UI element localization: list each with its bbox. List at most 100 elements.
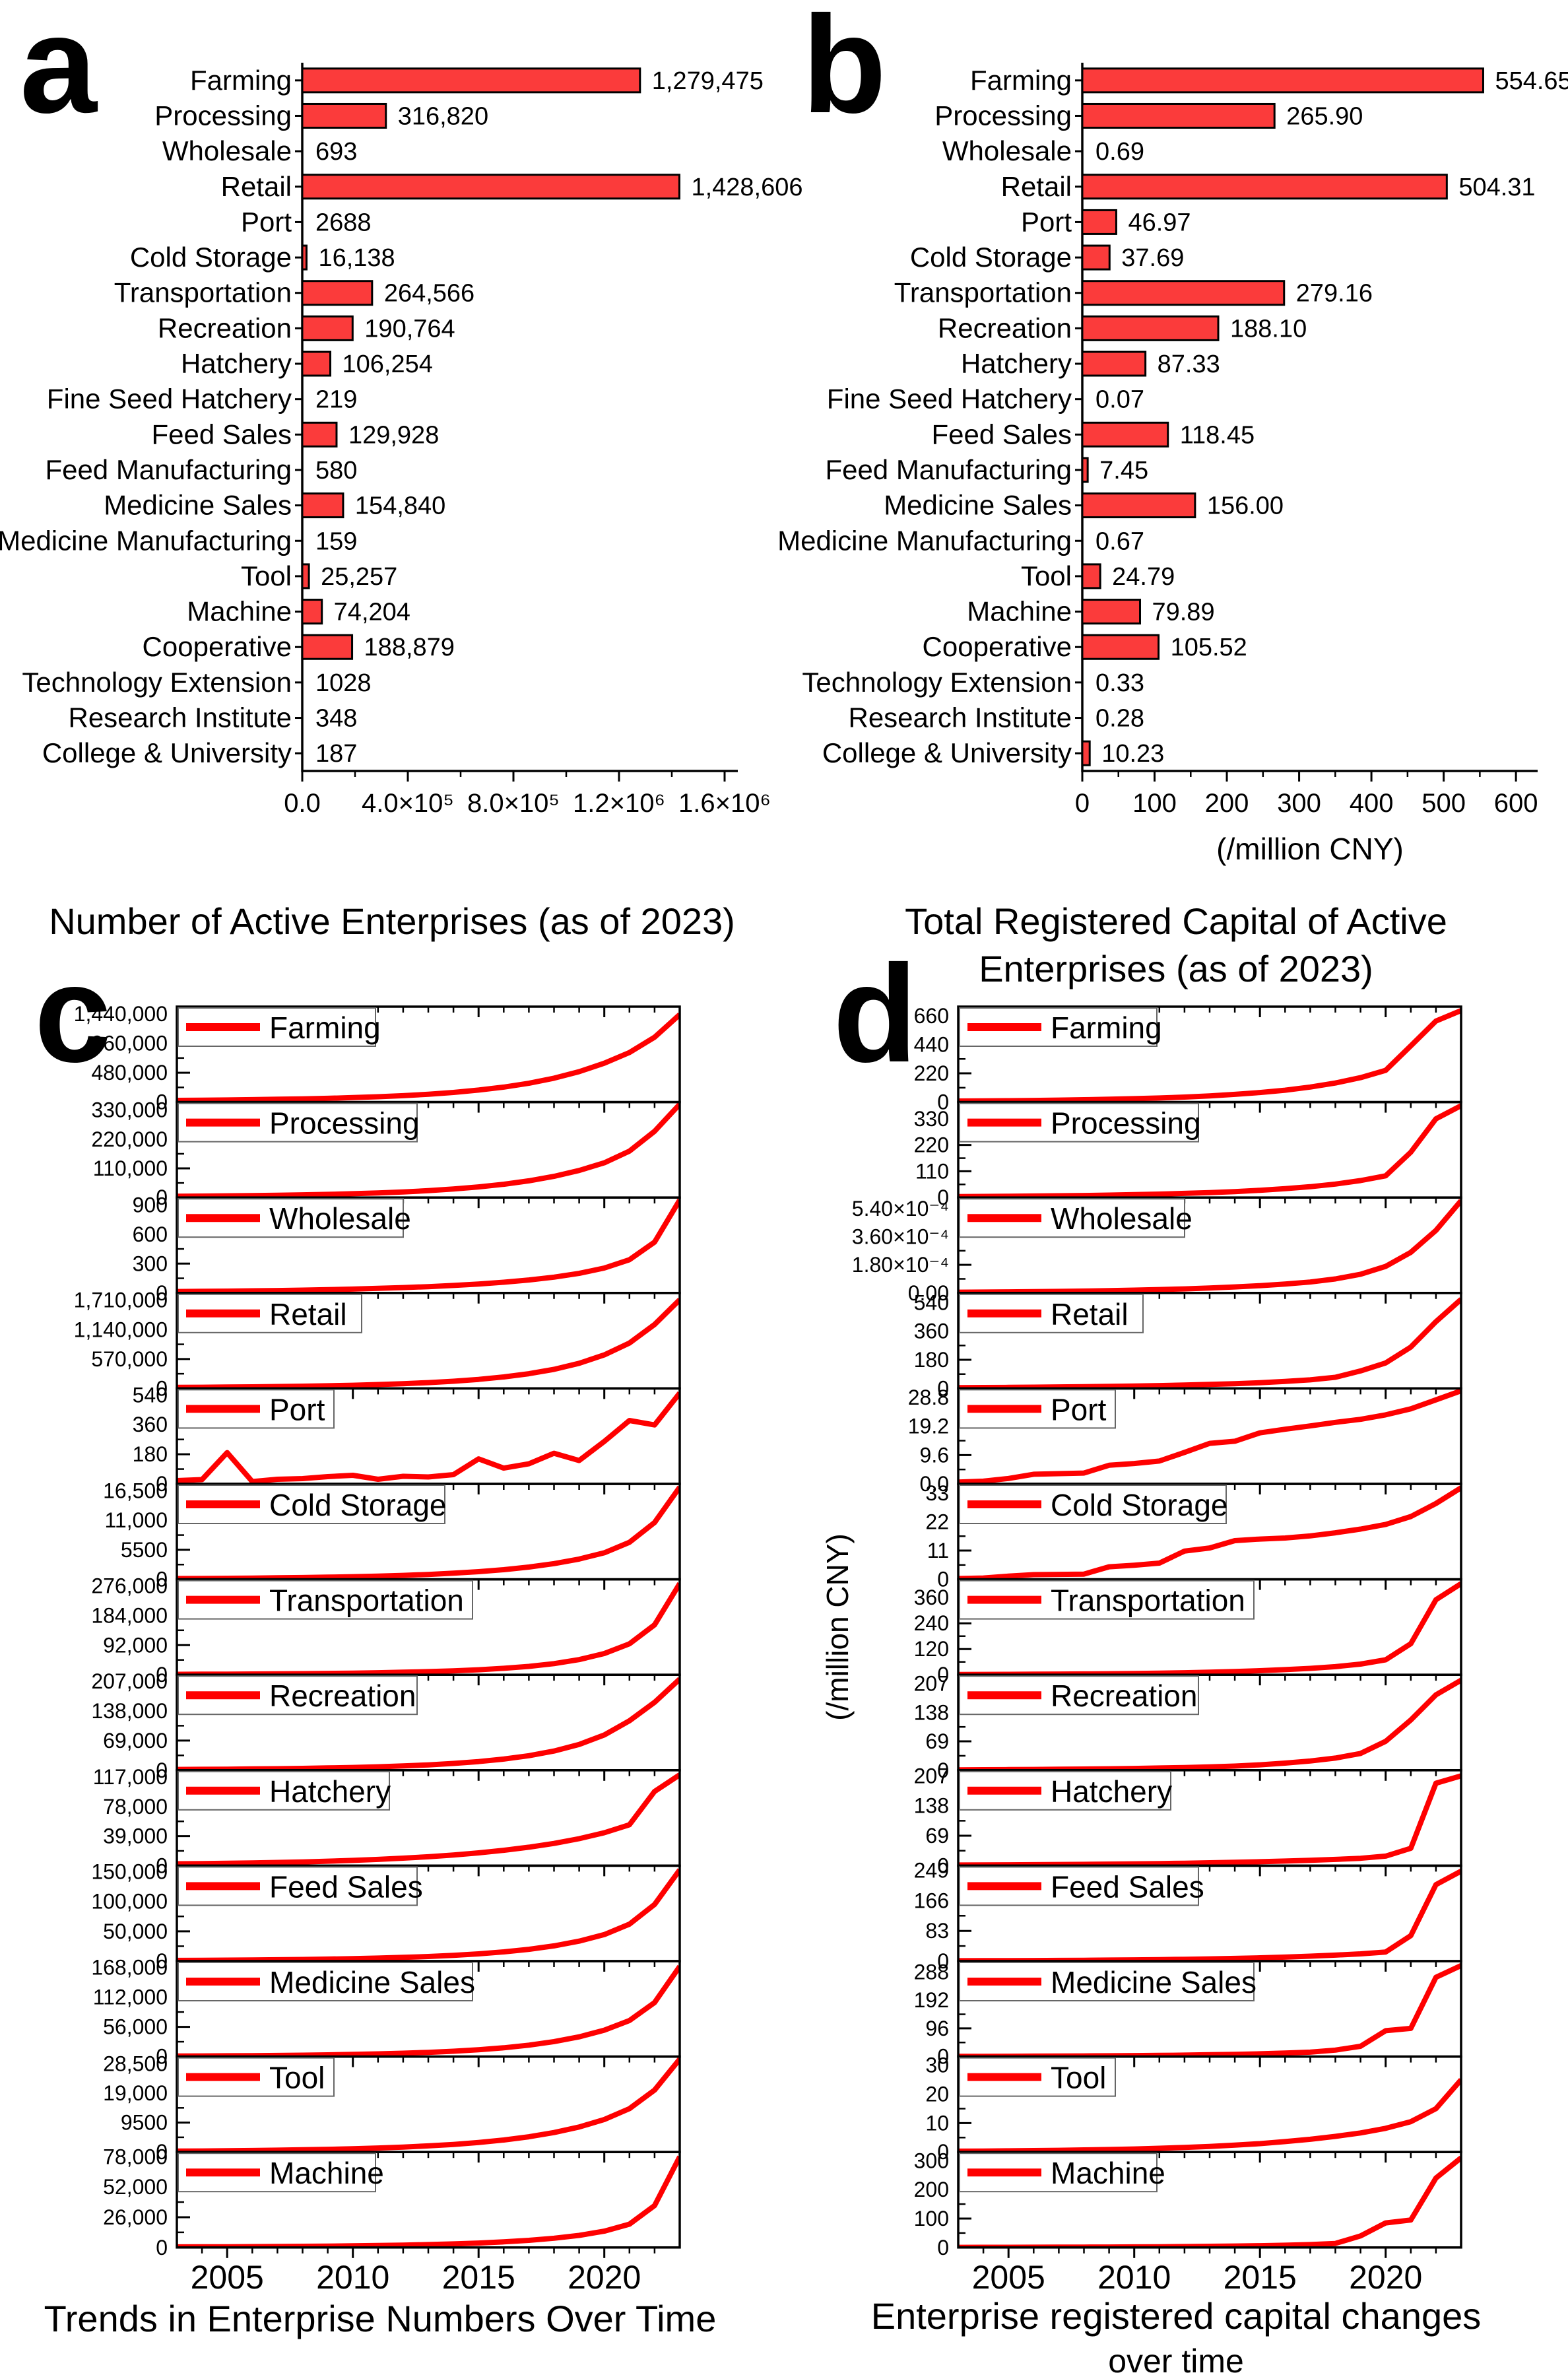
y-tick-label: 0 bbox=[156, 1186, 168, 1209]
legend-label-tool: Tool bbox=[1051, 2061, 1106, 2095]
y-tick-label: 440 bbox=[914, 1032, 949, 1056]
legend-label-hatchery: Hatchery bbox=[269, 1774, 391, 1809]
x-tick-label: 100 bbox=[1132, 789, 1177, 818]
legend-label-processing: Processing bbox=[269, 1106, 420, 1141]
category-label-recreation: Recreation bbox=[938, 312, 1072, 343]
category-label-wholesale: Wholesale bbox=[162, 135, 292, 166]
y-tick-label: 0 bbox=[156, 1472, 168, 1496]
legend-label-retail: Retail bbox=[269, 1297, 347, 1331]
y-tick-label: 180 bbox=[133, 1442, 168, 1466]
series-line-port bbox=[177, 1391, 680, 1484]
legend-label-recreation: Recreation bbox=[1051, 1679, 1197, 1713]
y-tick-label: 83 bbox=[925, 1919, 949, 1943]
value-label-farming: 554.65 bbox=[1495, 67, 1568, 95]
y-tick-label: 168,000 bbox=[91, 1956, 168, 1980]
bar-hatchery bbox=[1081, 351, 1147, 377]
panel-letter-b: b bbox=[802, 0, 886, 142]
year-label-2005: 2005 bbox=[191, 2259, 264, 2296]
y-tick-label: 249 bbox=[914, 1859, 949, 1883]
category-label-transportation: Transportation bbox=[894, 277, 1072, 308]
category-label-medicine-manufacturing: Medicine Manufacturing bbox=[777, 525, 1072, 556]
category-label-retail: Retail bbox=[221, 171, 292, 202]
y-tick-label: 22 bbox=[925, 1510, 949, 1533]
y-tick-label: 19,000 bbox=[103, 2081, 168, 2105]
category-label-cooperative: Cooperative bbox=[923, 631, 1072, 662]
bar-feed-sales bbox=[1081, 421, 1169, 448]
y-tick-label: 92,000 bbox=[103, 1633, 168, 1657]
value-label-cold-storage: 16,138 bbox=[318, 244, 395, 272]
y-tick-label: 96 bbox=[925, 2017, 949, 2040]
series-line-wholesale bbox=[958, 1199, 1461, 1293]
y-tick-label: 0 bbox=[156, 2140, 168, 2164]
category-label-college-university: College & University bbox=[822, 737, 1072, 768]
y-tick-label: 0 bbox=[156, 1568, 168, 1591]
y-tick-label: 0 bbox=[937, 1758, 949, 1782]
series-line-retail bbox=[177, 1298, 680, 1389]
y-tick-label: 1,710,000 bbox=[74, 1288, 168, 1312]
y-tick-label: 100,000 bbox=[91, 1890, 168, 1914]
y-tick-label: 26,000 bbox=[103, 2205, 168, 2229]
panel-d-y-axis-label: (/million CNY) bbox=[820, 1533, 855, 1721]
panel-c-line-charts: 0 480,000 960,000 1,440,000 Farming 0 110,000 2… bbox=[74, 1002, 681, 2296]
y-tick-label: 184,000 bbox=[91, 1603, 168, 1627]
category-label-college-university: College & University bbox=[42, 737, 292, 768]
y-tick-label: 330 bbox=[914, 1107, 949, 1131]
x-tick-label: 8.0×10⁵ bbox=[467, 789, 560, 818]
legend-label-tool: Tool bbox=[269, 2061, 325, 2095]
y-tick-label: 110 bbox=[915, 1159, 949, 1183]
y-tick-label: 11,000 bbox=[105, 1508, 168, 1532]
y-tick-label: 0 bbox=[937, 1090, 949, 1114]
y-tick-label: 120 bbox=[914, 1637, 949, 1661]
caption-d-line1: Enterprise registered capital changes bbox=[871, 2295, 1482, 2337]
y-tick-label: 20 bbox=[925, 2083, 949, 2106]
category-label-farming: Farming bbox=[970, 65, 1072, 96]
legend-label-retail: Retail bbox=[1051, 1297, 1128, 1331]
category-label-hatchery: Hatchery bbox=[961, 348, 1072, 379]
bar-port bbox=[1081, 209, 1117, 235]
y-tick-label: 11 bbox=[927, 1539, 949, 1562]
category-label-cold-storage: Cold Storage bbox=[910, 242, 1072, 273]
value-label-fine-seed-hatchery: 219 bbox=[315, 386, 357, 414]
value-label-cold-storage: 37.69 bbox=[1121, 244, 1184, 272]
legend-label-feed-sales: Feed Sales bbox=[1051, 1869, 1204, 1904]
y-tick-label: 0 bbox=[937, 1663, 949, 1687]
value-label-feed-sales: 118.45 bbox=[1180, 421, 1255, 449]
y-tick-label: 166 bbox=[914, 1889, 949, 1912]
y-tick-label: 9500 bbox=[121, 2111, 168, 2135]
y-tick-label: 150,000 bbox=[91, 1859, 168, 1883]
value-label-machine: 79.89 bbox=[1152, 599, 1214, 626]
x-tick-label: 0.0 bbox=[284, 789, 321, 818]
category-label-cooperative: Cooperative bbox=[143, 631, 292, 662]
year-label-2010: 2010 bbox=[1097, 2259, 1171, 2296]
y-tick-label: 78,000 bbox=[103, 2145, 168, 2168]
category-label-research-institute: Research Institute bbox=[848, 702, 1072, 733]
panel-letter-c: c bbox=[34, 936, 112, 1091]
y-tick-label: 0 bbox=[937, 1568, 949, 1591]
value-label-medicine-sales: 156.00 bbox=[1207, 492, 1284, 520]
bar-tool bbox=[301, 563, 310, 589]
y-tick-label: 220 bbox=[914, 1133, 949, 1157]
bar-transportation bbox=[1081, 280, 1286, 306]
y-tick-label: 110,000 bbox=[93, 1156, 168, 1180]
y-tick-label: 10 bbox=[925, 2111, 949, 2135]
y-tick-label: 300 bbox=[914, 2149, 949, 2172]
bar-cold-storage bbox=[1081, 244, 1111, 271]
category-label-port: Port bbox=[1021, 206, 1072, 237]
caption-c: Trends in Enterprise Numbers Over Time bbox=[44, 2298, 717, 2339]
x-tick-label: 0 bbox=[1075, 789, 1090, 818]
y-tick-label: 78,000 bbox=[103, 1795, 168, 1819]
bar-feed-sales bbox=[301, 421, 338, 448]
year-label-2020: 2020 bbox=[568, 2259, 641, 2296]
y-tick-label: 0 bbox=[156, 1758, 168, 1782]
y-tick-label: 0 bbox=[937, 1949, 949, 1973]
legend-label-transportation: Transportation bbox=[269, 1584, 464, 1618]
category-label-medicine-sales: Medicine Sales bbox=[104, 490, 292, 521]
bar-medicine-sales bbox=[301, 492, 344, 519]
y-tick-label: 33 bbox=[925, 1481, 949, 1505]
value-label-feed-manufacturing: 7.45 bbox=[1099, 457, 1148, 485]
series-line-recreation bbox=[177, 1677, 680, 1770]
legend-label-port: Port bbox=[269, 1392, 325, 1426]
value-label-farming: 1,279,475 bbox=[652, 67, 764, 95]
category-label-tool: Tool bbox=[1021, 560, 1072, 591]
